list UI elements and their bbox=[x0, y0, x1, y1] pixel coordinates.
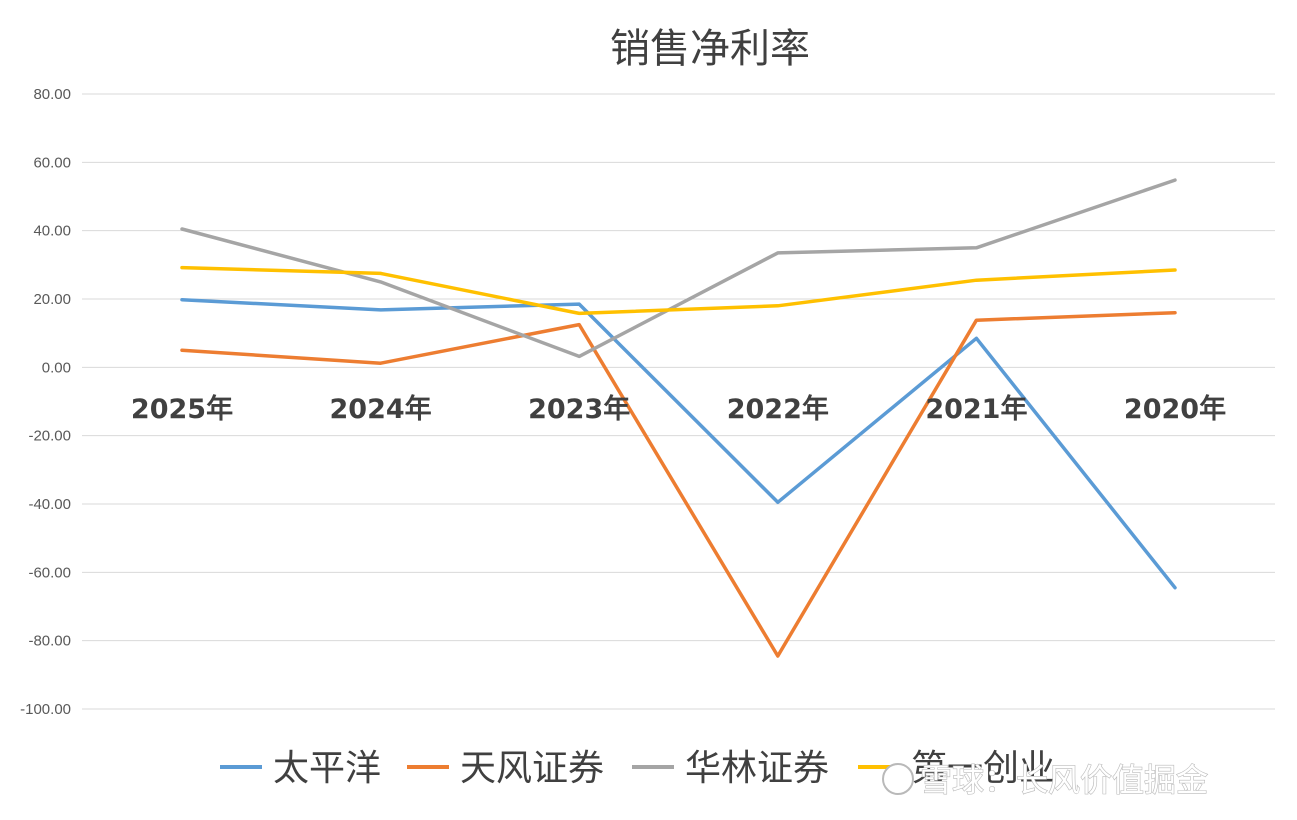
x-tick-label: 2023年 bbox=[528, 393, 630, 425]
series-line-4 bbox=[180, 265, 1177, 316]
legend-label-3: 华林证券 bbox=[685, 748, 829, 789]
y-tick-label: 80.00 bbox=[33, 86, 71, 103]
watermark-logo-icon bbox=[882, 763, 914, 795]
series-lines bbox=[180, 178, 1177, 658]
watermark: 雪球：长风价值掘金 bbox=[882, 760, 1209, 800]
legend-label-4: 第一创业 bbox=[911, 748, 1055, 789]
y-tick-label: -100.00 bbox=[20, 701, 71, 718]
x-tick-label: 2020年 bbox=[1124, 393, 1226, 425]
gridlines bbox=[82, 93, 1275, 710]
legend: 太平洋 天风证券 华林证券 第一创业 bbox=[220, 748, 1055, 789]
y-tick-label: -40.00 bbox=[28, 496, 71, 513]
y-tick-label: 40.00 bbox=[33, 223, 71, 240]
x-tick-label: 2022年 bbox=[727, 393, 829, 425]
y-tick-label: -80.00 bbox=[28, 633, 71, 650]
series-line-3 bbox=[180, 178, 1177, 359]
x-axis-ticks: 2025年 2024年 2023年 2022年 2021年 2020年 bbox=[131, 393, 1226, 425]
series-line-1 bbox=[180, 297, 1177, 590]
legend-label-2: 天风证券 bbox=[460, 748, 604, 789]
legend-label-1: 太平洋 bbox=[273, 748, 381, 789]
y-axis-ticks: 80.00 60.00 40.00 20.00 0.00 -20.00 -40.00 -60.… bbox=[20, 86, 71, 718]
x-tick-label: 2024年 bbox=[330, 393, 432, 425]
y-tick-label: 0.00 bbox=[42, 359, 71, 376]
watermark-text: 雪球：长风价值掘金 bbox=[920, 761, 1208, 799]
y-tick-label: 20.00 bbox=[33, 291, 71, 308]
y-tick-label: -60.00 bbox=[28, 564, 71, 581]
y-tick-label: -20.00 bbox=[28, 428, 71, 445]
x-tick-label: 2025年 bbox=[131, 393, 233, 425]
y-tick-label: 60.00 bbox=[33, 154, 71, 171]
series-line-2 bbox=[180, 310, 1177, 658]
x-tick-label: 2021年 bbox=[925, 393, 1027, 425]
chart-title: 销售净利率 bbox=[610, 26, 810, 72]
